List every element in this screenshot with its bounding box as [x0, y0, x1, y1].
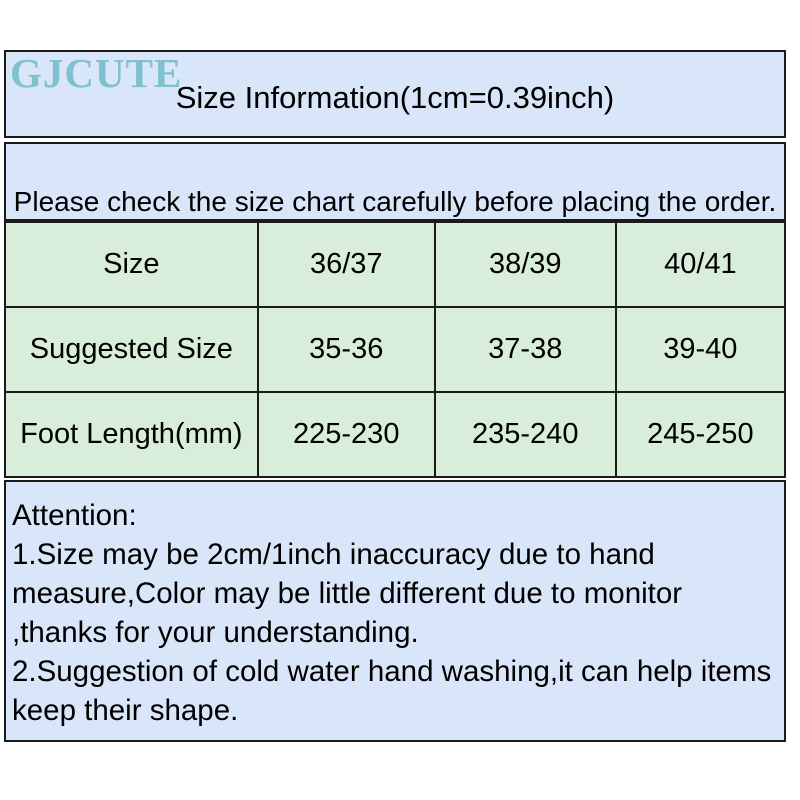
size-table-container: Size 36/37 38/39 40/41 Suggested Size 35…: [4, 221, 787, 478]
table-cell: 38/39: [433, 221, 617, 308]
row-label-size: Size: [4, 221, 259, 308]
table-cell: 235-240: [433, 391, 617, 478]
attention-line: 2.Suggestion of cold water hand washing,…: [12, 655, 772, 688]
table-row-size: Size 36/37 38/39 40/41: [4, 221, 787, 308]
row-label-suggested-size: Suggested Size: [4, 306, 259, 393]
attention-heading: Attention:: [12, 499, 137, 532]
table-cell: 37-38: [433, 306, 617, 393]
size-table: Size 36/37 38/39 40/41 Suggested Size 35…: [4, 221, 787, 478]
attention-line: ,thanks for your understanding.: [12, 616, 419, 649]
page-title: Size Information(1cm=0.39inch): [175, 80, 615, 115]
attention-line: keep their shape.: [12, 694, 239, 727]
attention-line: 1.Size may be 2cm/1inch inaccuracy due t…: [12, 538, 655, 571]
table-cell: 39-40: [614, 306, 787, 393]
note-band: Please check the size chart carefully be…: [4, 142, 786, 221]
table-cell: 225-230: [256, 391, 436, 478]
table-cell: 35-36: [256, 306, 436, 393]
table-row-foot-length: Foot Length(mm) 225-230 235-240 245-250: [4, 391, 787, 478]
brand-logo: GJCUTE: [10, 50, 183, 96]
table-cell: 245-250: [614, 391, 787, 478]
note-text: Please check the size chart carefully be…: [13, 186, 777, 217]
table-cell: 40/41: [614, 221, 787, 308]
attention-band: Attention: 1.Size may be 2cm/1inch inacc…: [4, 480, 786, 742]
table-cell: 36/37: [256, 221, 436, 308]
header-band: GJCUTE Size Information(1cm=0.39inch): [4, 50, 786, 138]
attention-line: measure,Color may be little different du…: [12, 577, 683, 610]
row-label-foot-length: Foot Length(mm): [4, 391, 259, 478]
table-row-suggested-size: Suggested Size 35-36 37-38 39-40: [4, 306, 787, 393]
